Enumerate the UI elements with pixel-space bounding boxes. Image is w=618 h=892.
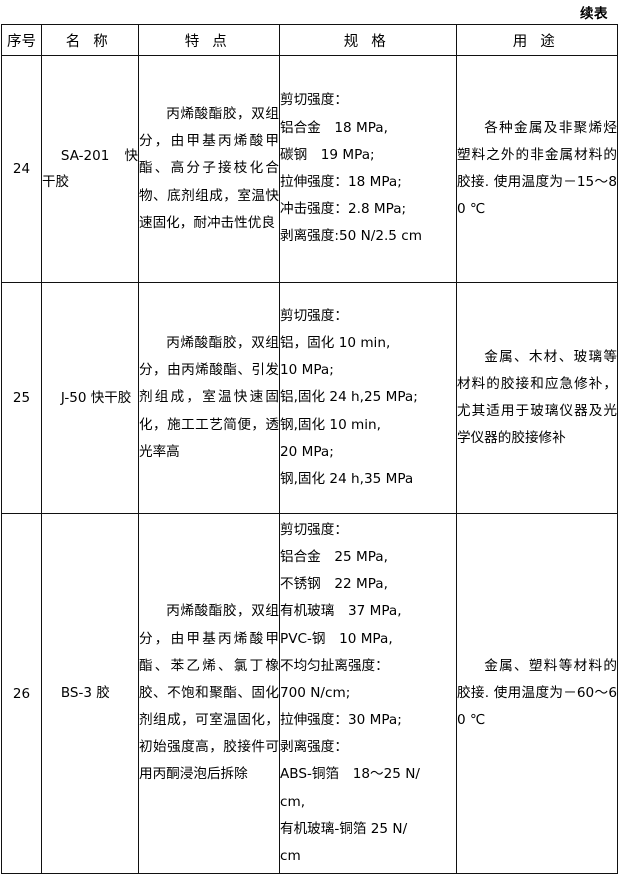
cell-uses: 金属、塑料等材料的胶接. 使用温度为－60～60 ℃: [456, 513, 618, 874]
cell-name: BS-3 胶: [41, 513, 139, 874]
spec-line: 700 N/cm;: [280, 684, 351, 701]
spec-line: 剪切强度：: [280, 92, 348, 109]
cell-specifications-lines: 剪切强度： 铝合金 25 MPa, 不锈钢 22 MPa, 有机玻璃 37 MPa, P…: [280, 517, 456, 870]
cell-uses-text: 金属、塑料等材料的胶接. 使用温度为－60～60 ℃: [457, 657, 617, 729]
table-row: 24 SA-201 快干胶 丙烯酸酯胶，双组分，由甲基丙烯酸甲酯、高分子接枝化合…: [1, 55, 618, 283]
column-header-uses: 用途: [456, 24, 618, 56]
spec-line: 剥离强度：: [280, 739, 348, 756]
cell-name-text: BS-3 胶: [60, 685, 110, 702]
cell-name-text: J-50 快干胶: [60, 389, 132, 406]
cell-uses-text: 各种金属及非聚烯烃塑料之外的非金属材料的胶接. 使用温度为－15～80 ℃: [457, 119, 617, 218]
spec-line: 碳钢 19 MPa;: [280, 146, 375, 163]
spec-line: 铝合金 25 MPa,: [280, 548, 388, 565]
column-header-features: 特点: [138, 24, 280, 56]
cell-sequence: 26: [1, 513, 42, 874]
spec-line: 剪切强度：: [280, 307, 348, 324]
column-header-features-label: 特点: [184, 33, 240, 50]
cell-sequence: 25: [1, 282, 42, 514]
cell-specifications: 剪切强度： 铝合金 25 MPa, 不锈钢 22 MPa, 有机玻璃 37 MPa, P…: [279, 513, 457, 874]
cell-uses: 各种金属及非聚烯烃塑料之外的非金属材料的胶接. 使用温度为－15～80 ℃: [456, 55, 618, 283]
cell-name-text: SA-201 快干胶: [42, 147, 138, 190]
cell-sequence: 24: [1, 55, 42, 283]
spec-line: 剪切强度：: [280, 521, 348, 538]
spec-line: ABS-铜箔 18～25 N/: [280, 766, 420, 783]
cell-specifications-lines: 剪切强度： 铝，固化 10 min, 10 MPa; 铝,固化 24 h,25 MPa…: [280, 303, 456, 493]
cell-features: 丙烯酸酯胶，双组分，由丙烯酸酯、引发剂组成，室温快速固化，施工工艺简便，透光率高: [138, 282, 280, 514]
spec-line: 20 MPa;: [280, 443, 334, 460]
table-row: 26 BS-3 胶 丙烯酸酯胶，双组分，由甲基丙烯酸甲酯、苯乙烯、氯丁橡胶、不饱…: [1, 513, 618, 874]
cell-specifications-lines: 剪切强度： 铝合金 18 MPa, 碳钢 19 MPa; 拉伸强度：18 MPa; 冲击…: [280, 87, 456, 250]
cell-features-text: 丙烯酸酯胶，双组分，由甲基丙烯酸甲酯、苯乙烯、氯丁橡胶、不饱和聚酯、固化剂组成，…: [139, 603, 279, 783]
spec-line: 铝，固化 10 min,: [280, 335, 391, 352]
spec-line: PVC-钢 10 MPa,: [280, 630, 393, 647]
spec-line: 钢,固化 10 min,: [280, 416, 381, 433]
spec-line: 冲击强度：2.8 MPa;: [280, 201, 407, 218]
spec-line: cm: [280, 848, 301, 865]
column-header-uses-label: 用途: [512, 33, 568, 50]
adhesive-spec-table: 序号 名称 特点 规格 用途 24 SA-201 快干胶 丙烯酸酯胶，双组分，由…: [1, 24, 618, 874]
cell-specifications: 剪切强度： 铝合金 18 MPa, 碳钢 19 MPa; 拉伸强度：18 MPa; 冲击…: [279, 55, 457, 283]
cell-uses: 金属、木材、玻璃等材料的胶接和应急修补，尤其适用于玻璃仪器及光学仪器的胶接修补: [456, 282, 618, 514]
cell-specifications: 剪切强度： 铝，固化 10 min, 10 MPa; 铝,固化 24 h,25 MPa…: [279, 282, 457, 514]
spec-line: 钢,固化 24 h,35 MPa: [280, 470, 414, 487]
spec-line: 铝合金 18 MPa,: [280, 119, 388, 136]
column-header-name: 名称: [41, 24, 139, 56]
spec-line: 不均匀扯离强度：: [280, 657, 389, 674]
table-header-row: 序号 名称 特点 规格 用途: [1, 24, 618, 56]
continued-table-label: 续表: [580, 6, 608, 22]
spec-line: 有机玻璃 37 MPa,: [280, 603, 402, 620]
table-row: 25 J-50 快干胶 丙烯酸酯胶，双组分，由丙烯酸酯、引发剂组成，室温快速固化…: [1, 282, 618, 514]
cell-features-text: 丙烯酸酯胶，双组分，由丙烯酸酯、引发剂组成，室温快速固化，施工工艺简便，透光率高: [139, 335, 279, 460]
column-header-specifications-label: 规格: [343, 33, 399, 50]
spec-line: 铝,固化 24 h,25 MPa;: [280, 389, 418, 406]
spec-line: 剥离强度:50 N/2.5 cm: [280, 228, 422, 245]
spec-line: 拉伸强度：30 MPa;: [280, 712, 402, 729]
column-header-specifications: 规格: [279, 24, 457, 56]
cell-uses-text: 金属、木材、玻璃等材料的胶接和应急修补，尤其适用于玻璃仪器及光学仪器的胶接修补: [457, 348, 617, 447]
cell-features: 丙烯酸酯胶，双组分，由甲基丙烯酸甲酯、苯乙烯、氯丁橡胶、不饱和聚酯、固化剂组成，…: [138, 513, 280, 874]
column-header-name-label: 名称: [65, 33, 121, 50]
cell-name: J-50 快干胶: [41, 282, 139, 514]
column-header-sequence: 序号: [1, 24, 42, 56]
spec-line: 不锈钢 22 MPa,: [280, 576, 388, 593]
spec-line: 拉伸强度：18 MPa;: [280, 174, 402, 190]
spec-line: 有机玻璃-铜箔 25 N/: [280, 820, 408, 837]
cell-name: SA-201 快干胶: [41, 55, 139, 283]
column-header-sequence-label: 序号: [7, 33, 36, 50]
spec-line: 10 MPa;: [280, 362, 334, 379]
cell-features-text: 丙烯酸酯胶，双组分，由甲基丙烯酸甲酯、高分子接枝化合物、底剂组成，室温快速固化，…: [139, 106, 279, 231]
cell-features: 丙烯酸酯胶，双组分，由甲基丙烯酸甲酯、高分子接枝化合物、底剂组成，室温快速固化，…: [138, 55, 280, 283]
spec-line: cm,: [280, 793, 306, 810]
